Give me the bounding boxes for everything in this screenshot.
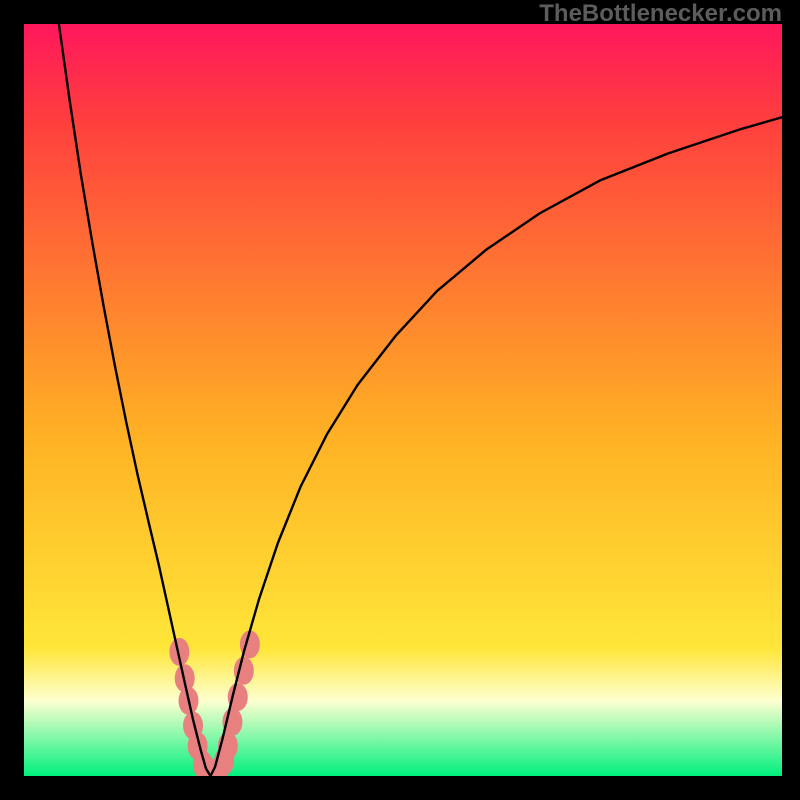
bottleneck-chart: [0, 0, 800, 800]
chart-background: [24, 24, 782, 776]
watermark-label: TheBottlenecker.com: [539, 0, 782, 28]
chart-root: TheBottlenecker.com: [0, 0, 800, 800]
